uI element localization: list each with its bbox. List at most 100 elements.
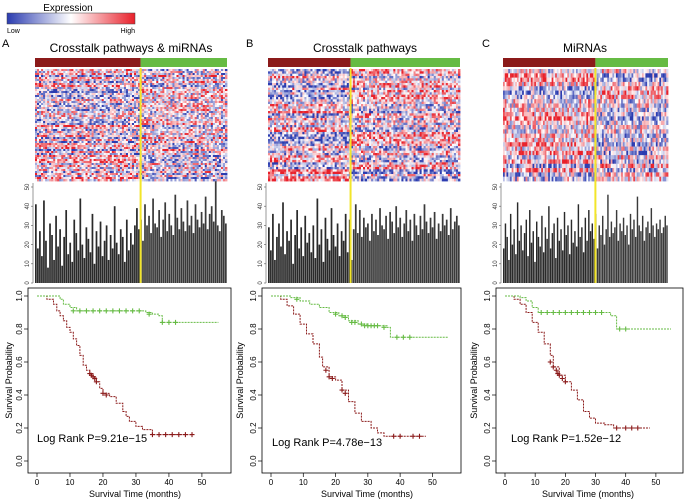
- heatmap-cell: [125, 69, 129, 72]
- heatmap-cell: [190, 149, 194, 152]
- heatmap-cell: [93, 121, 97, 124]
- heatmap-cell: [59, 69, 62, 72]
- heatmap-cell: [194, 99, 198, 102]
- heatmap-cell: [89, 141, 92, 144]
- heatmap-cell: [79, 75, 82, 78]
- heatmap-cell: [111, 97, 115, 100]
- heatmap-cell: [101, 135, 105, 138]
- heatmap-cell: [194, 91, 198, 94]
- heatmap-cell: [57, 145, 60, 148]
- heatmap-cell: [198, 69, 202, 72]
- heatmap-cell: [129, 121, 133, 124]
- heatmap-cell: [95, 123, 99, 126]
- heatmap-cell: [224, 83, 228, 86]
- heatmap-cell: [109, 107, 113, 110]
- heatmap-cell: [196, 91, 200, 94]
- heatmap-cell: [184, 141, 187, 144]
- heatmap-cell: [95, 81, 99, 84]
- heatmap-cell: [186, 103, 189, 106]
- heatmap-cell: [89, 103, 92, 106]
- heatmap-cell: [142, 149, 145, 152]
- heatmap-cell: [188, 141, 192, 144]
- heatmap-cell: [105, 125, 109, 128]
- heatmap-cell: [214, 89, 218, 92]
- heatmap-cell: [107, 135, 111, 138]
- heatmap-cell: [111, 155, 115, 158]
- heatmap-cell: [119, 131, 123, 134]
- heatmap-cell: [148, 111, 151, 114]
- heatmap-cell: [192, 85, 196, 88]
- heatmap-cell: [182, 123, 185, 126]
- heatmap-cell: [202, 135, 206, 138]
- heatmap-cell: [220, 159, 224, 162]
- heatmap-cell: [156, 97, 159, 100]
- heatmap-cell: [146, 77, 149, 80]
- heatmap-cell: [216, 101, 220, 104]
- heatmap-cell: [89, 87, 92, 90]
- heatmap-cell: [196, 103, 200, 106]
- heatmap-cell: [37, 113, 40, 116]
- heatmap-cell: [198, 83, 202, 86]
- heatmap-cell: [83, 129, 86, 132]
- heatmap-cell: [115, 137, 119, 140]
- heatmap-cell: [37, 91, 40, 94]
- heatmap-cell: [208, 85, 212, 88]
- heatmap-cell: [121, 97, 125, 100]
- heatmap-cell: [99, 119, 103, 122]
- heatmap-cell: [198, 93, 202, 96]
- heatmap-cell: [45, 141, 48, 144]
- heatmap-cell: [37, 97, 40, 100]
- heatmap-cell: [214, 75, 218, 78]
- heatmap-cell: [75, 91, 78, 94]
- heatmap-cell: [121, 121, 125, 124]
- heatmap-cell: [132, 95, 135, 98]
- heatmap-cell: [123, 69, 127, 72]
- heatmap-cell: [57, 89, 60, 92]
- heatmap-cell: [97, 131, 101, 134]
- heatmap-cell: [43, 113, 46, 116]
- heatmap-cell: [91, 125, 95, 128]
- heatmap-cell: [198, 131, 202, 134]
- heatmap-cell: [39, 73, 42, 76]
- heatmap-cell: [71, 151, 74, 154]
- heatmap-cell: [208, 129, 212, 132]
- heatmap-cell: [125, 93, 129, 96]
- heatmap-cell: [127, 143, 131, 146]
- heatmap-cell: [186, 131, 189, 134]
- heatmap-cell: [180, 139, 183, 142]
- heatmap-cell: [186, 123, 189, 126]
- heatmap-cell: [73, 115, 76, 118]
- heatmap-cell: [186, 77, 189, 80]
- heatmap-cell: [69, 85, 72, 88]
- heatmap-cell: [113, 117, 117, 120]
- heatmap-cell: [71, 159, 74, 162]
- heatmap-cell: [174, 107, 177, 110]
- heatmap-cell: [99, 85, 103, 88]
- heatmap-cell: [129, 95, 133, 98]
- heatmap-cell: [138, 85, 141, 88]
- heatmap-cell: [214, 77, 218, 80]
- heatmap-cell: [99, 79, 103, 82]
- heatmap-cell: [63, 95, 66, 98]
- heatmap-cell: [115, 119, 119, 122]
- heatmap-cell: [107, 81, 111, 84]
- heatmap-cell: [184, 145, 187, 148]
- heatmap-cell: [204, 143, 208, 146]
- heatmap-cell: [61, 119, 64, 122]
- heatmap-cell: [214, 69, 218, 72]
- heatmap-cell: [69, 137, 72, 140]
- heatmap-cell: [83, 97, 86, 100]
- heatmap-cell: [134, 157, 137, 160]
- heatmap-cell: [87, 113, 90, 116]
- heatmap-cell: [150, 95, 153, 98]
- heatmap-cell: [105, 109, 109, 112]
- heatmap-cell: [87, 99, 90, 102]
- heatmap-cell: [111, 113, 115, 116]
- heatmap-cell: [192, 111, 196, 114]
- heatmap-cell: [109, 141, 113, 144]
- heatmap-cell: [39, 69, 42, 72]
- heatmap-cell: [43, 81, 46, 84]
- heatmap-cell: [39, 85, 42, 88]
- heatmap-cell: [184, 125, 187, 128]
- heatmap-cell: [200, 157, 204, 160]
